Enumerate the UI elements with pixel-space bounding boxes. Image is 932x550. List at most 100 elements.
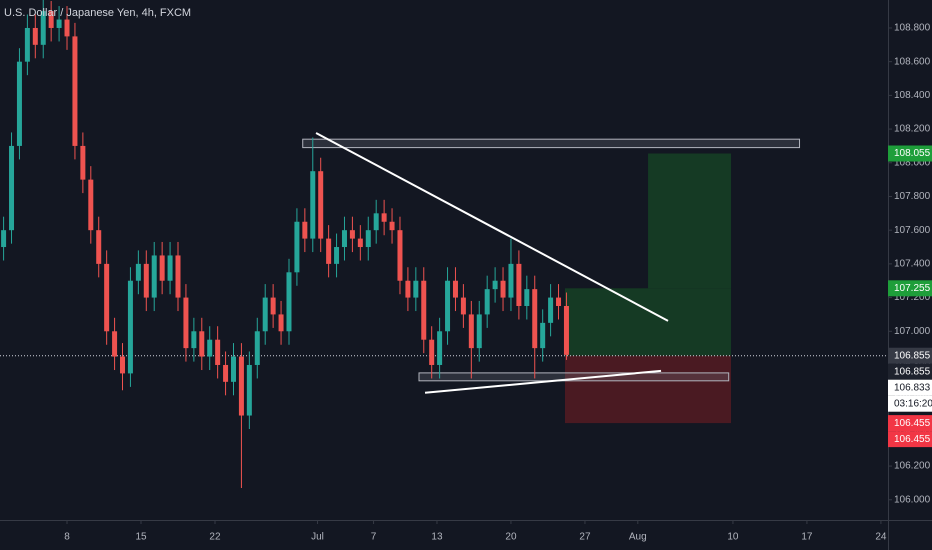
chart-title: U.S. Dollar / Japanese Yen, 4h, FXCM (4, 7, 191, 19)
candle-body (207, 339, 213, 357)
zone (418, 372, 730, 382)
candle-body (563, 306, 569, 355)
candle-body (183, 297, 189, 349)
y-tick-label: 107.000 (894, 326, 931, 337)
candle-body (167, 255, 173, 281)
candle-body (56, 19, 62, 28)
candle-body (476, 314, 482, 349)
zone (302, 138, 801, 149)
trend-line (315, 132, 669, 322)
candle-body (381, 213, 387, 222)
price-label: 03:16:20 (894, 398, 932, 409)
candle-body (460, 297, 466, 315)
candle-body (88, 179, 94, 231)
price-label: 106.833 (894, 382, 931, 393)
y-tick-label: 106.000 (894, 494, 931, 505)
price-label-box (888, 379, 932, 396)
candle-body (48, 11, 54, 28)
y-tick-label: 107.800 (894, 191, 931, 202)
x-tick-label: 24 (875, 532, 887, 543)
candle-body (437, 331, 443, 365)
price-label-box (888, 431, 932, 448)
candle-body (484, 289, 490, 315)
candle-body (32, 27, 38, 45)
x-tick-label: 13 (431, 532, 443, 543)
y-tick-label: 108.400 (894, 90, 931, 101)
candle-body (341, 230, 347, 248)
y-tick-label: 107.400 (894, 259, 931, 270)
candle-body (238, 356, 244, 416)
candle-body (445, 280, 451, 332)
x-tick-label: 7 (371, 532, 377, 543)
candle-body (326, 238, 332, 264)
x-tick-label: 27 (579, 532, 591, 543)
candle-body (143, 263, 149, 298)
candle-body (524, 289, 530, 307)
candle-body (159, 255, 165, 281)
price-label-box (888, 280, 932, 297)
candle-body (24, 27, 30, 62)
candle-body (175, 255, 181, 298)
price-label: 106.455 (894, 434, 931, 445)
x-tick-label: 8 (64, 532, 70, 543)
candle-body (405, 280, 411, 298)
price-label-box (888, 395, 932, 412)
y-tick-label: 107.600 (894, 225, 931, 236)
price-label: 107.255 (894, 283, 931, 294)
candle-body (508, 263, 514, 298)
candle-body (540, 322, 546, 349)
candle-body (223, 364, 229, 382)
candle-body (104, 263, 110, 332)
candle-body (302, 221, 308, 239)
price-label: 106.455 (894, 418, 931, 429)
candle-body (373, 213, 379, 231)
candle-body (191, 331, 197, 349)
candle-body (246, 364, 252, 416)
candle-body (318, 171, 324, 239)
candle-body (492, 280, 498, 290)
candle-body (365, 230, 371, 248)
price-label: 106.855 (894, 350, 931, 361)
candle-body (215, 339, 221, 365)
candle-body (294, 221, 300, 273)
candle-body (270, 297, 276, 315)
price-label-box (888, 145, 932, 162)
plot-area (0, 0, 888, 488)
candle-body (286, 272, 292, 332)
candle-body (357, 238, 363, 248)
candle-body (429, 339, 435, 365)
y-tick-label: 107.200 (894, 292, 931, 303)
price-label-box (888, 363, 932, 380)
candle-body (452, 280, 458, 298)
candle-body (397, 230, 403, 281)
y-tick-label: 108.600 (894, 56, 931, 67)
candle-body (127, 280, 133, 374)
candle-body (230, 356, 236, 382)
candle-body (421, 280, 427, 340)
price-label: 108.055 (894, 148, 931, 159)
x-tick-label: Aug (629, 532, 647, 543)
y-tick-label: 108.800 (894, 23, 931, 34)
y-tick-label: 106.200 (894, 461, 931, 472)
candle-body (254, 331, 260, 365)
price-label-box (888, 415, 932, 432)
candle-body (413, 280, 419, 298)
x-tick-label: 15 (135, 532, 147, 543)
candle-body (262, 297, 268, 332)
candle-body (278, 314, 284, 332)
candle-body (151, 255, 157, 298)
candle-body (548, 297, 554, 323)
profit-zone (564, 288, 732, 356)
candle-body (80, 145, 86, 180)
price-label-box (888, 347, 932, 364)
x-tick-label: Jul (311, 532, 324, 543)
candle-body (120, 356, 126, 374)
candle-body (500, 280, 506, 298)
x-tick-label: 22 (209, 532, 221, 543)
candle-body (64, 19, 70, 37)
trend-line (424, 369, 662, 394)
stop-zone (564, 355, 732, 424)
candle-body (96, 230, 102, 264)
